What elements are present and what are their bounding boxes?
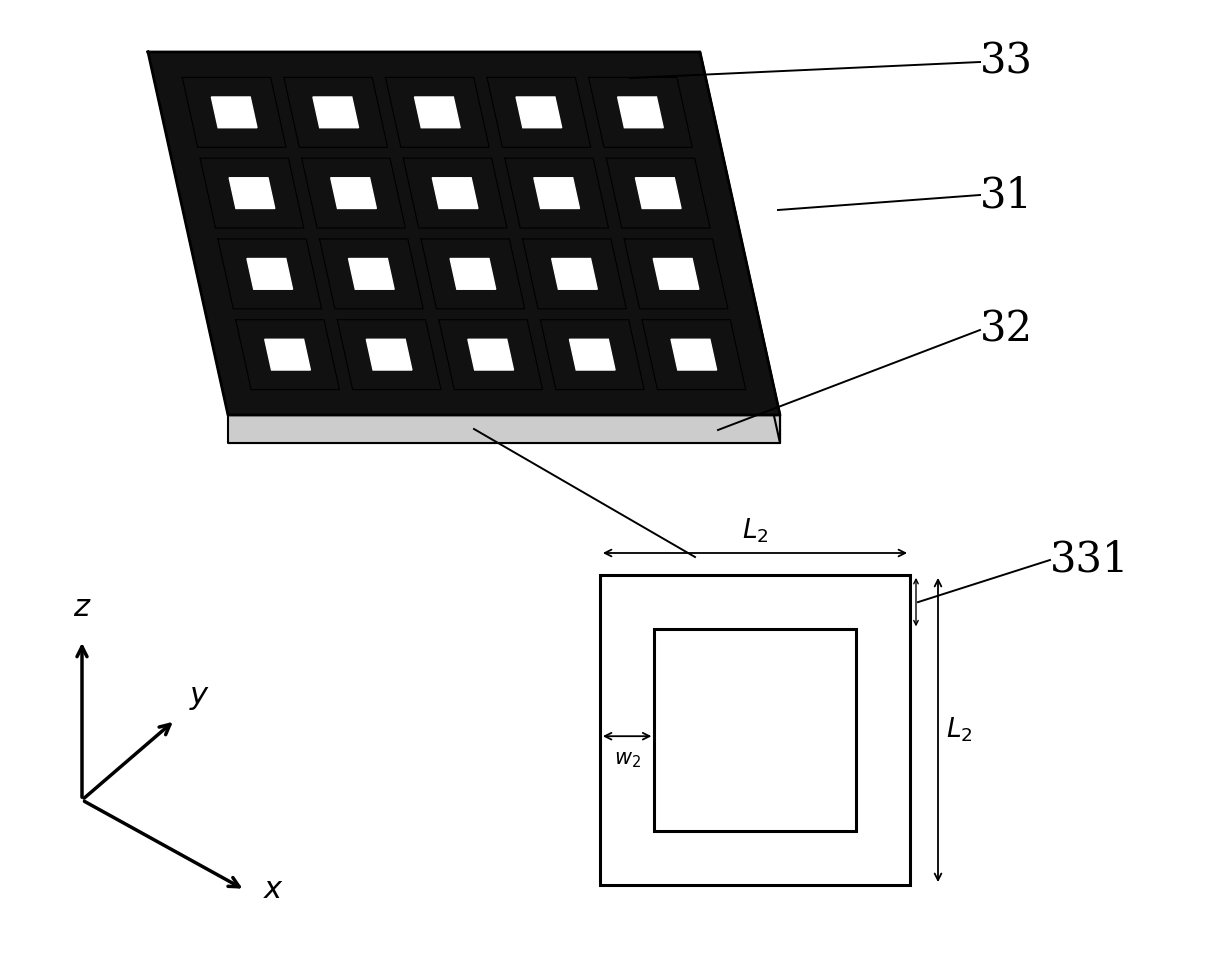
- Polygon shape: [337, 320, 441, 390]
- Text: $L_2$: $L_2$: [742, 517, 768, 545]
- Polygon shape: [540, 320, 644, 390]
- Polygon shape: [414, 97, 460, 128]
- Polygon shape: [265, 339, 310, 370]
- Polygon shape: [588, 77, 692, 147]
- Polygon shape: [302, 159, 406, 228]
- Text: 31: 31: [980, 174, 1033, 216]
- Polygon shape: [552, 259, 597, 289]
- Polygon shape: [284, 77, 388, 147]
- Polygon shape: [487, 77, 591, 147]
- Polygon shape: [228, 415, 780, 443]
- Polygon shape: [617, 97, 663, 128]
- Polygon shape: [319, 239, 423, 308]
- Text: 32: 32: [980, 309, 1033, 351]
- Polygon shape: [149, 52, 780, 415]
- Text: $L_2$: $L_2$: [946, 715, 972, 744]
- Polygon shape: [211, 97, 257, 128]
- Polygon shape: [635, 178, 681, 208]
- Polygon shape: [217, 239, 321, 308]
- Text: 331: 331: [1050, 539, 1129, 581]
- Polygon shape: [625, 239, 728, 308]
- Polygon shape: [201, 159, 304, 228]
- Polygon shape: [230, 178, 274, 208]
- Polygon shape: [699, 52, 780, 443]
- Polygon shape: [569, 339, 615, 370]
- Bar: [655, 629, 855, 831]
- Polygon shape: [403, 159, 507, 228]
- Polygon shape: [451, 259, 495, 289]
- Text: $y$: $y$: [188, 683, 210, 712]
- Polygon shape: [331, 178, 377, 208]
- Polygon shape: [534, 178, 580, 208]
- Polygon shape: [246, 259, 292, 289]
- Polygon shape: [516, 97, 562, 128]
- Polygon shape: [349, 259, 394, 289]
- Polygon shape: [422, 239, 524, 308]
- Polygon shape: [182, 77, 286, 147]
- Text: $w_2$: $w_2$: [614, 751, 640, 770]
- Polygon shape: [439, 320, 542, 390]
- Polygon shape: [606, 159, 710, 228]
- Text: 33: 33: [980, 41, 1033, 83]
- Polygon shape: [236, 320, 339, 390]
- Polygon shape: [366, 339, 412, 370]
- Bar: [600, 575, 910, 885]
- Text: $x$: $x$: [263, 876, 284, 904]
- Polygon shape: [432, 178, 478, 208]
- Polygon shape: [385, 77, 489, 147]
- Polygon shape: [670, 339, 716, 370]
- Polygon shape: [641, 320, 745, 390]
- Polygon shape: [523, 239, 626, 308]
- Polygon shape: [654, 259, 699, 289]
- Polygon shape: [467, 339, 513, 370]
- Polygon shape: [505, 159, 609, 228]
- Polygon shape: [313, 97, 359, 128]
- Text: $z$: $z$: [72, 593, 92, 622]
